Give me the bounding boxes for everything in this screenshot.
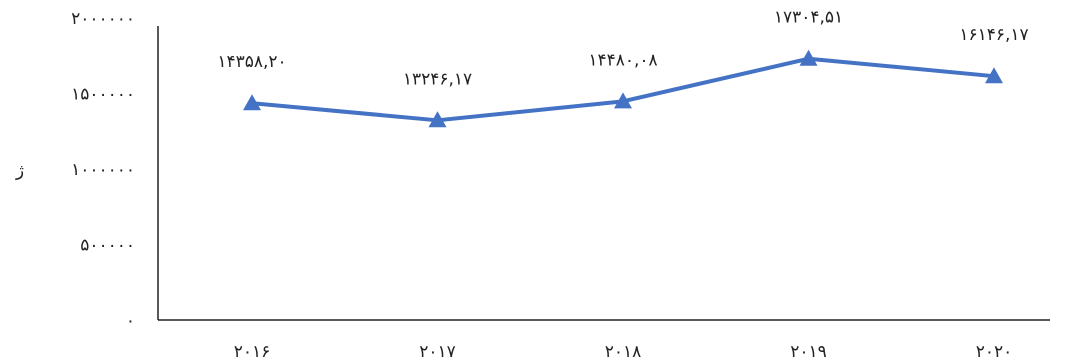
data-label: ۱۷۳۰۴,۵۱ (774, 8, 843, 28)
y-axis-label: ژ (15, 161, 24, 181)
x-tick-label: ۲۰۱۸ (605, 342, 642, 362)
y-tick-label: ۲۰۰۰۰۰۰ (71, 9, 135, 29)
data-point-marker (614, 92, 632, 109)
x-tick-label: ۲۰۱۶ (234, 342, 271, 362)
y-tick-label: ۱۰۰۰۰۰۰ (71, 160, 135, 180)
x-tick-label: ۲۰۲۰ (976, 342, 1013, 362)
data-point-marker (985, 67, 1003, 84)
chart-axes (157, 26, 1050, 321)
x-tick-label: ۲۰۱۹ (790, 342, 827, 362)
data-label: ۱۳۲۴۶,۱۷ (403, 69, 472, 89)
series-markers (243, 49, 1003, 128)
data-labels: ۱۴۳۵۸,۲۰ ۱۳۲۴۶,۱۷ ۱۴۴۸۰,۰۸ ۱۷۳۰۴,۵۱ ۱۶۱۴۶,۱۷ (217, 8, 1028, 90)
x-tick-labels: ۲۰۱۶ ۲۰۱۷ ۲۰۱۸ ۲۰۱۹ ۲۰۲۰ (234, 342, 1013, 362)
y-tick-label: ۱۵۰۰۰۰۰ (71, 85, 135, 105)
y-tick-label: ۵۰۰۰۰۰ (80, 236, 135, 256)
data-label: ۱۴۳۵۸,۲۰ (217, 52, 286, 72)
y-tick-labels: ۰ ۵۰۰۰۰۰ ۱۰۰۰۰۰۰ ۱۵۰۰۰۰۰ ۲۰۰۰۰۰۰ (71, 9, 135, 331)
data-label: ۱۶۱۴۶,۱۷ (959, 25, 1028, 45)
data-point-marker (243, 94, 261, 111)
data-point-marker (428, 111, 447, 128)
data-point-marker (799, 49, 818, 66)
x-tick-label: ۲۰۱۷ (419, 342, 456, 362)
y-tick-label: ۰ (126, 311, 135, 331)
data-label: ۱۴۴۸۰,۰۸ (588, 50, 657, 70)
